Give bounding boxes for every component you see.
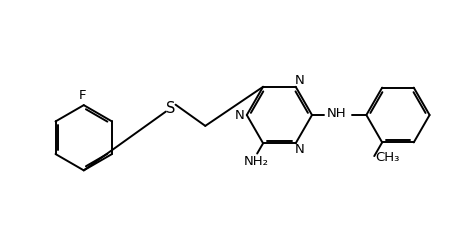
Text: NH: NH xyxy=(327,106,347,120)
Text: F: F xyxy=(79,89,86,102)
Text: CH₃: CH₃ xyxy=(375,151,400,164)
Text: S: S xyxy=(166,101,175,116)
Text: N: N xyxy=(235,109,245,122)
Text: N: N xyxy=(294,143,304,156)
Text: NH₂: NH₂ xyxy=(244,155,269,168)
Text: N: N xyxy=(294,74,304,87)
